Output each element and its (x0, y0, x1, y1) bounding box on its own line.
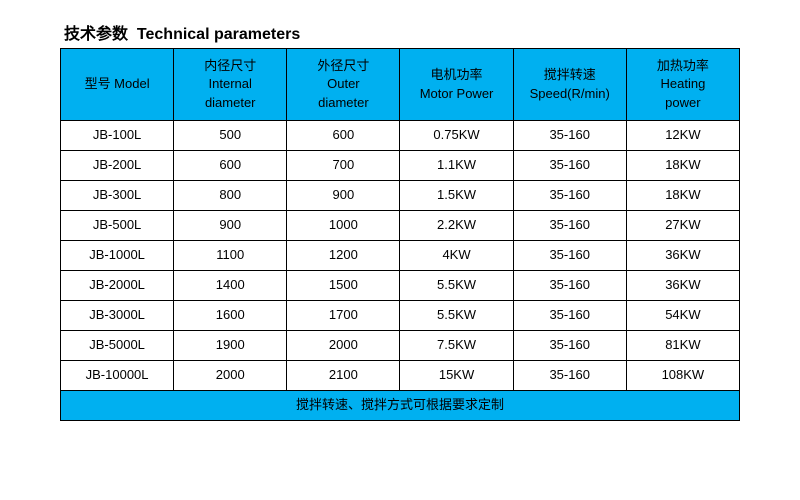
table-cell: 35-160 (513, 361, 626, 391)
table-row: JB-1000L110012004KW35-16036KW (61, 241, 740, 271)
table-cell: JB-3000L (61, 301, 174, 331)
col-header-motor-power: 电机功率Motor Power (400, 49, 513, 121)
table-cell: 35-160 (513, 331, 626, 361)
table-header: 型号 Model 内径尺寸Internaldiameter 外径尺寸Outerd… (61, 49, 740, 121)
table-cell: 54KW (626, 301, 739, 331)
table-footer: 搅拌转速、搅拌方式可根据要求定制 (61, 391, 740, 421)
table-cell: JB-5000L (61, 331, 174, 361)
table-cell: 2000 (174, 361, 287, 391)
table-cell: 1700 (287, 301, 400, 331)
table-cell: 35-160 (513, 211, 626, 241)
header-row: 型号 Model 内径尺寸Internaldiameter 外径尺寸Outerd… (61, 49, 740, 121)
table-cell: JB-10000L (61, 361, 174, 391)
table-cell: 1.1KW (400, 151, 513, 181)
tech-params-table: 型号 Model 内径尺寸Internaldiameter 外径尺寸Outerd… (60, 48, 740, 421)
col-header-heating-power: 加热功率Heatingpower (626, 49, 739, 121)
table-row: JB-100L5006000.75KW35-16012KW (61, 121, 740, 151)
table-cell: 0.75KW (400, 121, 513, 151)
table-cell: 2000 (287, 331, 400, 361)
table-cell: 35-160 (513, 301, 626, 331)
table-cell: JB-100L (61, 121, 174, 151)
table-cell: 36KW (626, 241, 739, 271)
col-header-label: 型号 Model (85, 76, 150, 91)
table-cell: 12KW (626, 121, 739, 151)
table-cell: 108KW (626, 361, 739, 391)
table-cell: JB-200L (61, 151, 174, 181)
table-cell: 1000 (287, 211, 400, 241)
table-cell: JB-1000L (61, 241, 174, 271)
table-cell: 35-160 (513, 121, 626, 151)
col-header-label: 电机功率Motor Power (420, 67, 494, 100)
col-header-label: 外径尺寸Outerdiameter (317, 58, 369, 109)
col-header-label: 内径尺寸Internaldiameter (204, 58, 256, 109)
table-row: JB-10000L2000210015KW35-160108KW (61, 361, 740, 391)
table-cell: JB-2000L (61, 271, 174, 301)
table-cell: 35-160 (513, 241, 626, 271)
table-cell: 2.2KW (400, 211, 513, 241)
page-title: 技术参数 Technical parameters (60, 20, 740, 44)
table-cell: 1200 (287, 241, 400, 271)
table-cell: 2100 (287, 361, 400, 391)
table-row: JB-300L8009001.5KW35-16018KW (61, 181, 740, 211)
table-row: JB-200L6007001.1KW35-16018KW (61, 151, 740, 181)
table-cell: 15KW (400, 361, 513, 391)
table-cell: 1600 (174, 301, 287, 331)
table-row: JB-500L90010002.2KW35-16027KW (61, 211, 740, 241)
table-cell: 5.5KW (400, 301, 513, 331)
col-header-label: 加热功率Heatingpower (657, 58, 709, 109)
table-cell: 81KW (626, 331, 739, 361)
table-cell: 35-160 (513, 181, 626, 211)
table-cell: 700 (287, 151, 400, 181)
col-header-label: 搅拌转速Speed(R/min) (530, 67, 610, 100)
col-header-outer-diameter: 外径尺寸Outerdiameter (287, 49, 400, 121)
footer-row: 搅拌转速、搅拌方式可根据要求定制 (61, 391, 740, 421)
col-header-internal-diameter: 内径尺寸Internaldiameter (174, 49, 287, 121)
table-cell: 600 (174, 151, 287, 181)
table-cell: 800 (174, 181, 287, 211)
table-cell: 900 (174, 211, 287, 241)
table-cell: 27KW (626, 211, 739, 241)
table-row: JB-3000L160017005.5KW35-16054KW (61, 301, 740, 331)
col-header-speed: 搅拌转速Speed(R/min) (513, 49, 626, 121)
footer-note: 搅拌转速、搅拌方式可根据要求定制 (61, 391, 740, 421)
table-cell: 4KW (400, 241, 513, 271)
table-cell: 1900 (174, 331, 287, 361)
table-cell: 900 (287, 181, 400, 211)
table-row: JB-2000L140015005.5KW35-16036KW (61, 271, 740, 301)
table-cell: 1100 (174, 241, 287, 271)
table-cell: 5.5KW (400, 271, 513, 301)
table-cell: JB-500L (61, 211, 174, 241)
table-cell: 36KW (626, 271, 739, 301)
table-cell: JB-300L (61, 181, 174, 211)
table-cell: 7.5KW (400, 331, 513, 361)
table-cell: 35-160 (513, 151, 626, 181)
table-body: JB-100L5006000.75KW35-16012KWJB-200L6007… (61, 121, 740, 391)
title-cn: 技术参数 (64, 26, 128, 43)
table-cell: 35-160 (513, 271, 626, 301)
col-header-model: 型号 Model (61, 49, 174, 121)
table-cell: 1400 (174, 271, 287, 301)
table-row: JB-5000L190020007.5KW35-16081KW (61, 331, 740, 361)
table-cell: 1.5KW (400, 181, 513, 211)
table-cell: 18KW (626, 151, 739, 181)
table-cell: 600 (287, 121, 400, 151)
table-cell: 18KW (626, 181, 739, 211)
title-en: Technical parameters (137, 26, 300, 43)
table-cell: 1500 (287, 271, 400, 301)
table-cell: 500 (174, 121, 287, 151)
